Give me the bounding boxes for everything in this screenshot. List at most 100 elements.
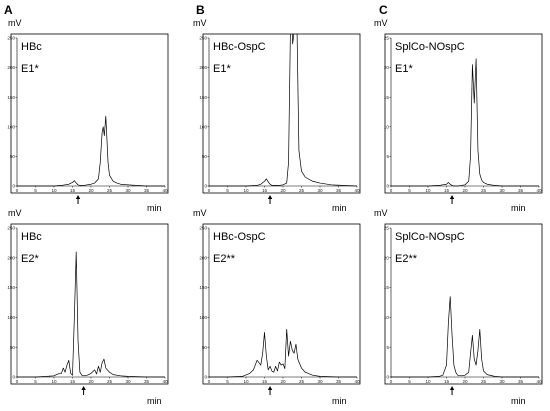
x-tick-label: 35	[144, 379, 150, 384]
y-unit-label: mV	[8, 18, 22, 28]
y-tick-label: 5	[386, 345, 389, 350]
x-tick-label: 25	[107, 379, 113, 384]
y-tick-label: 0	[386, 184, 389, 189]
plot-frame	[384, 223, 543, 385]
x-unit-label: min	[511, 203, 526, 213]
x-tick-label: 25	[299, 188, 305, 193]
chromatogram-trace	[209, 34, 358, 187]
y-tick-label: 200	[199, 65, 207, 70]
y-tick-label: 100	[199, 124, 207, 129]
x-tick-label: 35	[518, 188, 524, 193]
y-tick-label: 5	[386, 154, 389, 159]
y-tick-label: 25	[384, 226, 390, 231]
sample-label: HBc-OspC	[213, 231, 266, 243]
chromatogram-panel-1: 0 50 100 150 200 250 0 5 10 15 20 25 30 35 40 HBc E1* mV m…	[7, 18, 169, 213]
plot-frame	[202, 223, 361, 385]
y-tick-label: 20	[384, 65, 390, 70]
y-tick-label: 25	[384, 36, 390, 41]
chromatogram-trace	[391, 296, 539, 378]
y-tick-label: 10	[384, 315, 390, 320]
x-unit-label: min	[147, 396, 162, 406]
x-tick-label: 40	[354, 188, 360, 193]
y-tick-label: 0	[204, 375, 207, 380]
chromatogram-panel-5: 0 50 100 150 200 250 0 5 10 15 20 25 30 35 40 HBc-OspC E…	[193, 208, 361, 406]
x-tick-label: 20	[462, 379, 468, 384]
sample-label: HBc	[21, 41, 42, 53]
x-unit-label: min	[332, 203, 347, 213]
y-tick-label: 0	[204, 184, 207, 189]
x-tick-label: 25	[107, 188, 113, 193]
injection-arrow-icon	[267, 195, 273, 204]
y-tick-label: 10	[384, 124, 390, 129]
x-tick-label: 10	[243, 188, 249, 193]
y-unit-label: mV	[8, 208, 22, 218]
chromatogram-panel-3: 0 5 10 15 20 25 0 5 10 15 20 25 30 35 40 SplCo-NOspC E1*…	[374, 18, 543, 213]
x-tick-label: 5	[226, 379, 229, 384]
chromatogram-panel-6: 0 5 10 15 20 25 0 5 10 15 20 25 30 35 40 SplCo-NOspC E2*…	[374, 208, 543, 406]
x-tick-label: 40	[536, 379, 542, 384]
x-tick-label: 10	[51, 188, 57, 193]
x-tick-label: 20	[88, 379, 94, 384]
x-tick-label: 30	[125, 379, 131, 384]
x-tick-label: 25	[299, 379, 305, 384]
y-tick-label: 0	[386, 375, 389, 380]
x-tick-label: 30	[499, 379, 505, 384]
chromatogram-trace	[17, 115, 165, 187]
eluate-label: E1*	[21, 63, 39, 75]
x-tick-label: 10	[51, 379, 57, 384]
y-unit-label: mV	[374, 208, 388, 218]
y-tick-label: 15	[384, 95, 390, 100]
plot-frame	[10, 33, 169, 194]
x-tick-label: 0	[16, 188, 19, 193]
y-tick-label: 50	[10, 154, 16, 159]
x-tick-label: 0	[390, 379, 393, 384]
y-tick-label: 50	[10, 345, 16, 350]
plot-frame	[10, 223, 169, 385]
x-tick-label: 25	[481, 188, 487, 193]
y-tick-label: 250	[199, 226, 207, 231]
x-tick-label: 5	[408, 188, 411, 193]
y-tick-label: 250	[7, 226, 15, 231]
panel-letter-a: A	[4, 3, 13, 17]
x-tick-label: 0	[390, 188, 393, 193]
x-tick-label: 20	[280, 379, 286, 384]
chromatogram-trace	[391, 58, 539, 187]
y-tick-label: 200	[7, 65, 15, 70]
x-tick-label: 15	[444, 379, 450, 384]
eluate-label: E1*	[395, 63, 413, 75]
eluate-label: E2**	[395, 253, 418, 265]
x-tick-label: 15	[262, 379, 268, 384]
x-unit-label: min	[147, 203, 162, 213]
x-tick-label: 15	[444, 188, 450, 193]
x-tick-label: 35	[144, 188, 150, 193]
y-tick-label: 100	[7, 124, 15, 129]
x-tick-label: 20	[462, 188, 468, 193]
x-tick-label: 35	[518, 379, 524, 384]
y-tick-label: 50	[202, 154, 208, 159]
x-tick-label: 5	[34, 188, 37, 193]
x-tick-label: 35	[336, 188, 342, 193]
y-tick-label: 100	[199, 315, 207, 320]
x-tick-label: 30	[317, 188, 323, 193]
injection-arrow-icon	[449, 386, 455, 395]
x-tick-label: 40	[162, 188, 168, 193]
panel-letter-c: C	[379, 3, 388, 17]
y-tick-label: 150	[7, 285, 15, 290]
y-tick-label: 0	[12, 184, 15, 189]
x-tick-label: 30	[317, 379, 323, 384]
y-tick-label: 15	[384, 285, 390, 290]
x-tick-label: 40	[354, 379, 360, 384]
x-tick-label: 0	[208, 379, 211, 384]
x-tick-label: 40	[162, 379, 168, 384]
y-tick-label: 20	[384, 255, 390, 260]
x-tick-label: 15	[70, 379, 76, 384]
injection-arrow-icon	[267, 386, 273, 395]
y-tick-label: 250	[199, 36, 207, 41]
eluate-label: E2*	[21, 253, 39, 265]
x-tick-label: 5	[226, 188, 229, 193]
plot-frame	[384, 33, 543, 194]
x-tick-label: 10	[425, 379, 431, 384]
x-unit-label: min	[332, 396, 347, 406]
